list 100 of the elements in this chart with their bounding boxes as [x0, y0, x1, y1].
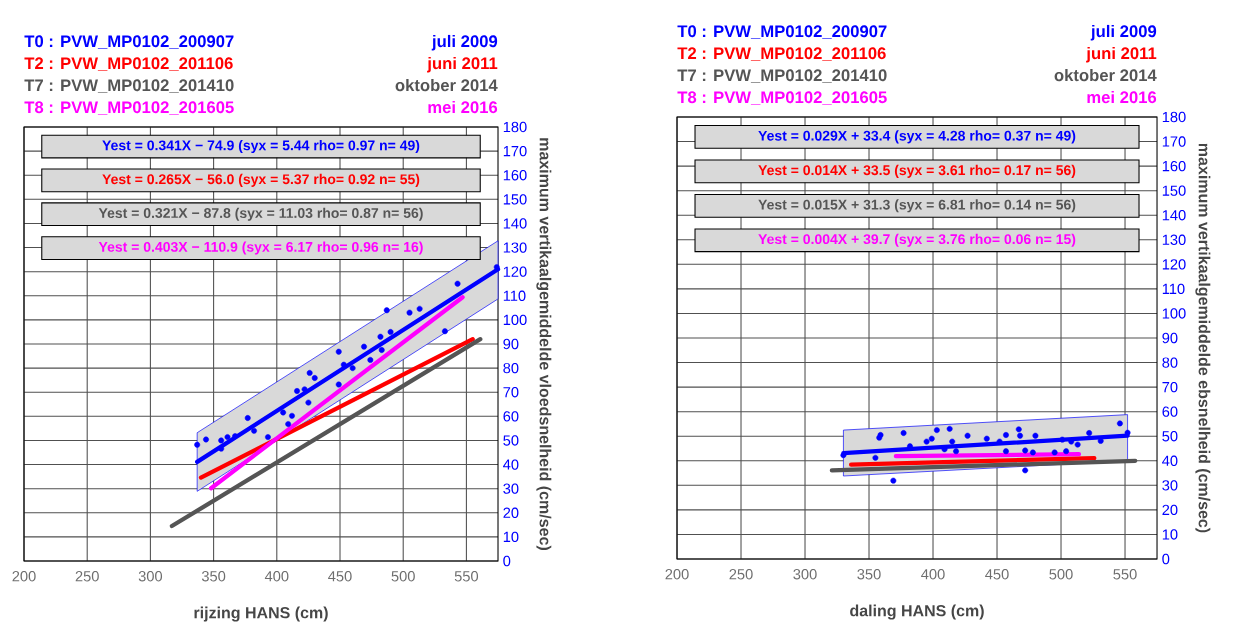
y-tick-label: 70: [1162, 381, 1178, 393]
point: [1015, 426, 1022, 433]
point: [1003, 448, 1009, 455]
point: [1022, 447, 1029, 454]
point: [224, 434, 231, 440]
point: [953, 448, 959, 455]
point: [964, 432, 971, 439]
y-tick-label: 20: [1162, 504, 1178, 516]
y-tick-label: 70: [503, 387, 519, 398]
point: [377, 333, 384, 340]
y-tick-label: 130: [1162, 234, 1186, 245]
y-tick-label: 30: [1162, 480, 1178, 491]
point: [1086, 430, 1093, 436]
y-tick-label: 180: [1162, 111, 1186, 123]
y-tick-label: 10: [503, 531, 519, 543]
y-tick-label: 180: [503, 121, 527, 133]
y-tick-label: 150: [503, 194, 527, 205]
annotation: Yest = 0.341X − 74.9 (syx = 5.44 rho= 0.97 n= 49): [102, 140, 420, 154]
point: [416, 305, 423, 312]
y-tick-label: 100: [1162, 308, 1186, 319]
y-tick-label: 90: [503, 338, 519, 350]
point: [280, 409, 287, 416]
x-tick-label: 550: [454, 571, 479, 582]
y-tick-label: 30: [503, 483, 519, 494]
point: [387, 329, 394, 335]
point: [933, 427, 940, 434]
text: T7 : PVW_MP0102_201410: [677, 69, 887, 84]
y-tick-label: 100: [503, 314, 527, 326]
point: [265, 434, 271, 440]
text: T0 : PVW_MP0102_200907: [24, 35, 234, 50]
x-tick-label: 450: [985, 569, 1009, 580]
text: T7 : PVW_MP0102_201410: [24, 79, 234, 94]
point: [203, 436, 209, 443]
point: [928, 435, 935, 442]
text: T8 : PVW_MP0102_201605: [677, 91, 887, 106]
x-tick-label: 450: [328, 571, 352, 582]
y-tick-label: 40: [1162, 455, 1178, 466]
annotation: Yest = 0.265X − 56.0 (syx = 5.37 rho= 0.92 n= 55): [102, 173, 420, 187]
x-tick-label: 350: [857, 569, 881, 580]
x-axis-title: daling HANS (cm): [850, 604, 984, 620]
x-tick-label: 300: [138, 571, 163, 582]
y-tick-label: 120: [503, 266, 527, 277]
point: [311, 375, 318, 381]
point: [1074, 441, 1081, 448]
point: [454, 280, 461, 287]
point: [406, 309, 413, 316]
point: [1051, 449, 1058, 456]
point: [289, 412, 295, 419]
y-tick-label: 0: [1162, 553, 1170, 565]
point: [872, 454, 879, 461]
point: [1116, 420, 1123, 427]
y-tick-label: 10: [1162, 529, 1178, 540]
x-axis-title: rijzing HANS (cm): [194, 606, 328, 622]
point: [923, 438, 930, 445]
y-tick-label: 120: [1162, 259, 1186, 270]
x-tick-label: 350: [201, 571, 226, 582]
text: juni 2011: [427, 56, 498, 73]
x-tick-label: 200: [12, 571, 36, 582]
point: [1022, 467, 1029, 474]
y-tick-label: 60: [503, 411, 519, 422]
x-tick-label: 250: [729, 569, 753, 580]
y-tick-label: 20: [503, 507, 519, 518]
y-tick-label: 150: [1162, 185, 1186, 196]
text: T0 : PVW_MP0102_200907: [677, 25, 887, 40]
annotation: Yest = 0.014X + 33.5 (syx = 3.61 rho= 0.17 n= 56): [758, 164, 1076, 178]
point: [194, 441, 201, 448]
point: [306, 369, 313, 376]
x-tick-label: 500: [391, 571, 415, 582]
text: mei 2016: [428, 100, 498, 114]
y-tick-label: 50: [1162, 431, 1178, 442]
point: [441, 328, 448, 335]
y-tick-label: 80: [1162, 357, 1178, 368]
point: [340, 361, 347, 368]
point: [301, 386, 308, 393]
point: [367, 356, 374, 363]
point: [251, 427, 257, 434]
annotation: Yest = 0.403X − 110.9 (syx = 6.17 rho= 0.96 n= 16): [98, 241, 423, 255]
point: [1029, 449, 1036, 456]
point: [840, 452, 847, 459]
point: [244, 415, 251, 421]
x-tick-label: 400: [921, 569, 945, 580]
point: [285, 421, 292, 427]
point: [294, 388, 300, 394]
text: mei 2016: [1087, 90, 1157, 104]
text: oktober 2014: [1054, 68, 1157, 82]
point: [335, 348, 342, 355]
x-tick-label: 400: [264, 571, 289, 582]
point: [946, 425, 953, 432]
y-tick-label: 170: [503, 145, 527, 157]
y-tick-label: 40: [503, 459, 519, 470]
y-tick-label: 110: [1162, 283, 1185, 295]
point: [383, 307, 390, 314]
point: [1032, 432, 1039, 439]
y-tick-label: 0: [503, 555, 511, 567]
annotation: Yest = 0.321X − 87.8 (syx = 11.03 rho= 0.87 n= 56): [98, 207, 423, 221]
y-tick-label: 140: [1162, 210, 1186, 221]
x-tick-label: 500: [1049, 569, 1073, 580]
point: [1017, 432, 1023, 439]
text: oktober 2014: [395, 78, 498, 92]
point: [361, 343, 367, 350]
